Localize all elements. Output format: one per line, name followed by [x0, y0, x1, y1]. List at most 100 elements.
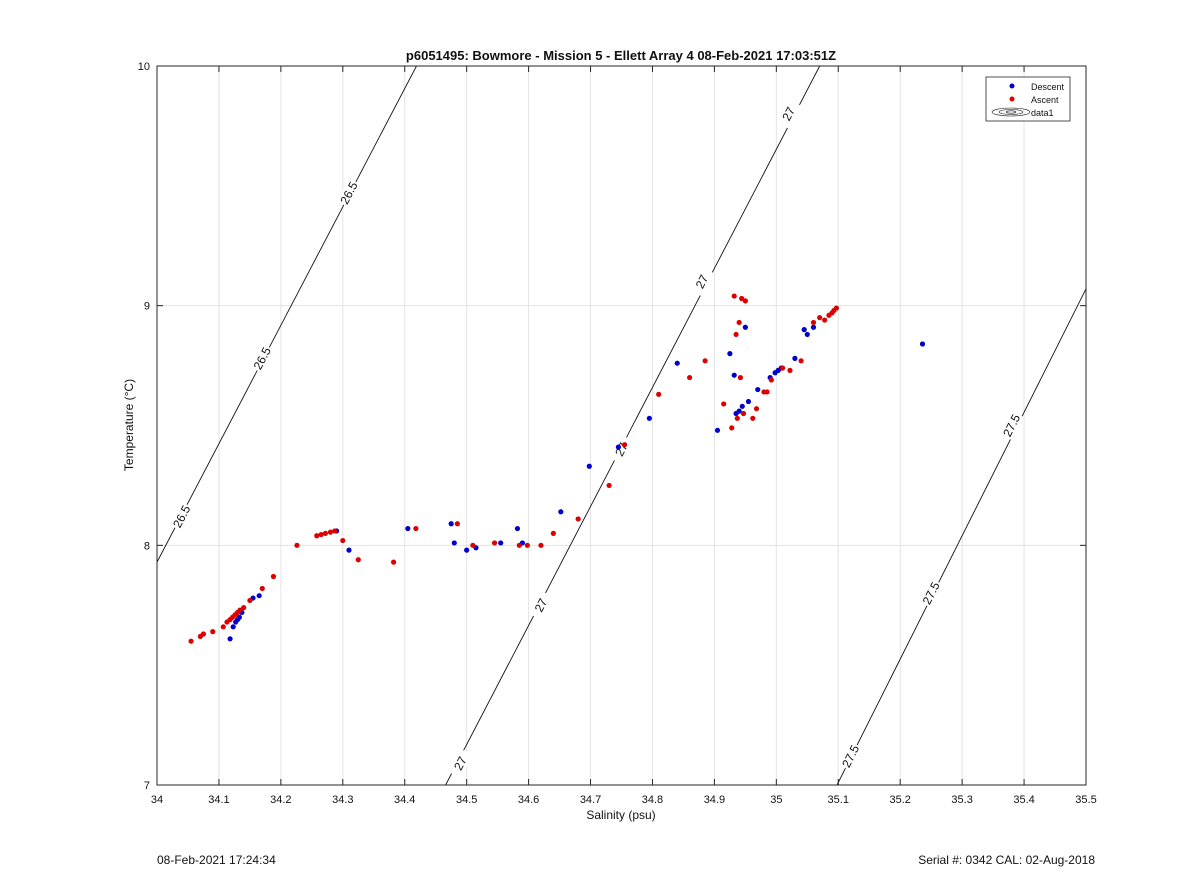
descent-point — [745, 398, 752, 405]
ascent-point — [736, 319, 742, 326]
ascent-point — [733, 331, 739, 338]
descent-point — [615, 444, 622, 450]
x-tick-label: 34.8 — [642, 794, 663, 806]
chart-title: p6051495: Bowmore - Mission 5 - Ellett A… — [406, 48, 836, 63]
contour-label-background — [169, 501, 195, 532]
ascent-point — [355, 557, 361, 563]
ascent-point — [247, 597, 253, 604]
descent-point — [586, 463, 592, 469]
descent-point — [810, 324, 817, 330]
ascent-point — [810, 319, 817, 326]
descent-point — [646, 415, 652, 421]
contour-line-27.5 — [836, 288, 1086, 785]
descent-point — [448, 521, 454, 527]
contour-label-background — [919, 578, 944, 609]
ascent-point — [798, 358, 804, 364]
ascent-point — [737, 374, 744, 381]
x-tick-label: 35.3 — [951, 794, 972, 806]
ascent-point — [687, 374, 693, 381]
ascent-point — [524, 542, 530, 548]
contour-label-background — [250, 343, 275, 374]
descent-point — [792, 355, 798, 361]
ascent-point — [318, 531, 324, 538]
legend-ascent-label: Ascent — [1031, 95, 1059, 105]
ascent-point — [740, 410, 747, 417]
contour-label: 27 — [779, 104, 798, 123]
axes-background — [157, 66, 1086, 785]
contour-label-background — [528, 590, 554, 621]
ascent-point — [753, 406, 760, 412]
descent-point — [236, 614, 242, 620]
x-tick-label: 34 — [151, 794, 163, 806]
ascent-point — [259, 585, 265, 592]
ascent-point — [241, 605, 247, 611]
descent-point — [739, 403, 745, 409]
descent-point — [804, 331, 810, 338]
ascent-point — [787, 367, 793, 373]
ascent-point — [750, 415, 756, 421]
contour-label-background — [689, 266, 715, 297]
y-tick-label: 10 — [138, 61, 150, 73]
data-points — [188, 293, 926, 644]
ascent-point — [656, 391, 662, 397]
contour-label: 27 — [451, 754, 470, 773]
ascent-point — [606, 482, 612, 489]
ascent-point — [739, 295, 745, 302]
x-tick-label: 34.4 — [394, 794, 415, 806]
contour-label-background — [999, 410, 1024, 441]
contour-label-background — [448, 748, 473, 779]
x-tick-label: 34.2 — [270, 794, 291, 806]
contour-label-background — [776, 99, 801, 129]
ascent-point — [817, 315, 823, 321]
x-tick-label: 34.9 — [704, 794, 725, 806]
density-contours — [157, 66, 1086, 785]
ascent-point — [516, 542, 522, 548]
x-tick-label: 35 — [770, 794, 782, 806]
ascent-point — [390, 559, 397, 565]
ascent-point — [340, 537, 346, 544]
descent-point — [919, 341, 926, 347]
ascent-point — [270, 573, 277, 580]
ascent-point — [550, 530, 556, 536]
ascent-point — [332, 528, 338, 534]
ascent-point — [742, 298, 748, 304]
legend-ascent-marker — [1009, 96, 1015, 102]
legend-descent-label: Descent — [1031, 82, 1065, 92]
descent-point — [451, 540, 457, 546]
ascent-point — [413, 525, 419, 532]
x-tick-label: 34.6 — [518, 794, 539, 806]
ascent-point — [575, 516, 581, 522]
contour-label-background — [838, 741, 863, 771]
ascent-point — [822, 317, 828, 323]
x-axis-label: Salinity (psu) — [586, 808, 655, 822]
x-tick-label: 34.5 — [456, 794, 477, 806]
ascent-point — [220, 624, 226, 630]
ascent-point — [779, 365, 786, 371]
descent-point — [755, 386, 761, 393]
y-tick-label: 7 — [144, 780, 150, 792]
legend[interactable]: Descent Ascent data1 — [985, 76, 1071, 122]
footer-timestamp: 08-Feb-2021 17:24:34 — [157, 853, 276, 867]
ascent-point — [764, 389, 770, 395]
ascent-point — [721, 401, 727, 407]
ascent-point — [621, 442, 628, 448]
descent-point — [742, 324, 748, 330]
contour-label: 27 — [693, 272, 712, 291]
axes-frame — [156, 65, 1087, 786]
ascent-point — [188, 638, 194, 644]
descent-point — [674, 360, 680, 366]
x-tick-label: 34.1 — [208, 794, 229, 806]
descent-point — [227, 636, 233, 642]
y-axis-ticks: 7 8 9 10 — [138, 61, 1086, 792]
y-tick-label: 8 — [144, 540, 150, 552]
contour-label-background — [336, 178, 362, 208]
x-tick-label: 35.2 — [889, 794, 910, 806]
descent-point — [727, 351, 733, 357]
ascent-point — [210, 629, 216, 635]
ascent-point — [702, 358, 708, 364]
contour-line-27 — [445, 66, 821, 785]
legend-data1-label: data1 — [1031, 108, 1054, 118]
descent-point — [464, 547, 470, 553]
ascent-point — [294, 542, 300, 548]
